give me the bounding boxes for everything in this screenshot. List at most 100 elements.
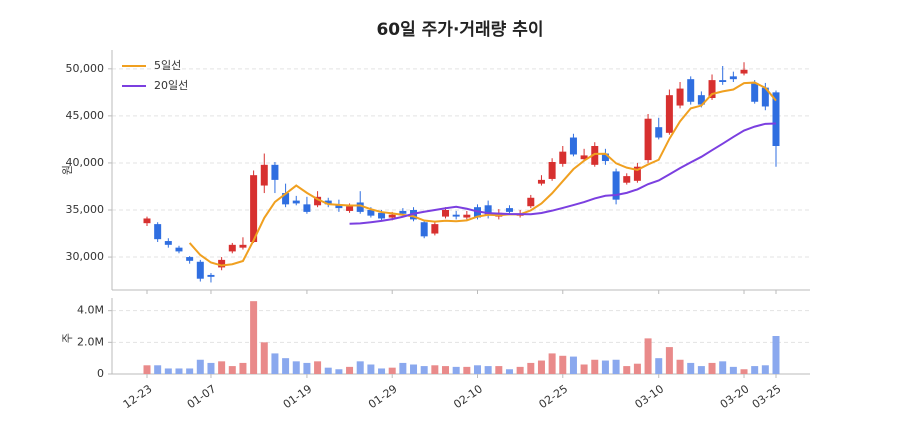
x-tick-label: 01-07 xyxy=(185,382,219,411)
volume-bar xyxy=(516,366,524,374)
volume-bar xyxy=(548,353,556,374)
volume-bar xyxy=(751,366,759,374)
candle-body xyxy=(175,247,183,252)
volume-bar xyxy=(591,359,599,374)
candle-body xyxy=(463,214,471,218)
volume-bar xyxy=(154,365,162,374)
volume-bar xyxy=(196,359,204,374)
volume-bar xyxy=(175,368,183,374)
candle-body xyxy=(537,179,545,184)
candle-body xyxy=(623,176,631,183)
candle-body xyxy=(644,118,652,161)
candle-body xyxy=(164,241,172,245)
candle-body xyxy=(420,222,428,237)
x-tick-label: 12-23 xyxy=(121,382,155,411)
volume-bar xyxy=(559,355,567,374)
candle-body xyxy=(484,205,492,215)
candle-body xyxy=(633,166,641,181)
x-tick-label: 02-10 xyxy=(451,382,485,411)
volume-bar xyxy=(218,361,226,374)
candle-body xyxy=(580,155,588,160)
volume-bar xyxy=(335,369,343,374)
legend-label: 20일선 xyxy=(154,78,188,92)
x-tick-label: 02-25 xyxy=(537,382,571,411)
volume-bar xyxy=(271,353,279,374)
volume-bar xyxy=(633,363,641,374)
volume-bar xyxy=(143,365,151,374)
volume-bar xyxy=(378,368,386,374)
candle-body xyxy=(260,164,268,186)
candle-body xyxy=(292,200,300,204)
candle-body xyxy=(218,259,226,268)
volume-bar xyxy=(740,369,748,374)
volume-bar xyxy=(495,366,503,374)
volume-bar xyxy=(623,366,631,374)
candle-body xyxy=(665,95,673,133)
volume-bar xyxy=(239,362,247,374)
candle-body xyxy=(452,214,460,217)
volume-bar xyxy=(729,366,737,374)
candle-body xyxy=(228,244,236,252)
volume-bar xyxy=(324,367,332,374)
volume-bar xyxy=(356,361,364,374)
candle-body xyxy=(154,224,162,240)
y-tick-label: 0 xyxy=(97,367,104,380)
candle-body xyxy=(388,214,396,218)
volume-bar xyxy=(410,364,418,374)
candle-body xyxy=(367,210,375,216)
volume-bar xyxy=(676,359,684,374)
volume-bar xyxy=(250,301,258,374)
candle-body xyxy=(740,69,748,74)
candle-body xyxy=(505,208,513,212)
candle-body xyxy=(282,193,290,205)
volume-bar xyxy=(580,364,588,374)
candle-body xyxy=(719,80,727,82)
x-tick-label: 03-20 xyxy=(718,382,752,411)
y-tick-label: 2.0M xyxy=(77,335,104,348)
candle-body xyxy=(729,76,737,80)
y-tick-label: 50,000 xyxy=(66,62,105,75)
x-tick-label: 01-29 xyxy=(366,382,400,411)
volume-bar xyxy=(292,361,300,374)
candle-body xyxy=(687,79,695,102)
volume-bar xyxy=(442,366,450,374)
y-tick-label: 30,000 xyxy=(66,250,105,263)
volume-bar xyxy=(569,356,577,374)
candle-body xyxy=(356,202,364,212)
volume-bar xyxy=(484,366,492,374)
y-tick-label: 4.0M xyxy=(77,304,104,317)
candle-body xyxy=(186,257,194,261)
volume-bar xyxy=(687,362,695,374)
volume-bar xyxy=(164,368,172,374)
volume-bar xyxy=(314,361,322,374)
candle-body xyxy=(207,274,215,277)
x-tick-label: 01-19 xyxy=(281,382,315,411)
volume-bar xyxy=(665,347,673,374)
candle-body xyxy=(761,87,769,107)
candle-body xyxy=(431,224,439,234)
volume-bar xyxy=(463,366,471,374)
candle-body xyxy=(527,197,535,207)
y-tick-label: 40,000 xyxy=(66,156,105,169)
volume-bar xyxy=(260,342,268,374)
volume-bar xyxy=(708,362,716,374)
candle-body xyxy=(196,261,204,279)
x-tick-label: 03-10 xyxy=(633,382,667,411)
candle-body xyxy=(751,82,759,102)
candle-body xyxy=(346,206,354,211)
candle-body xyxy=(559,151,567,164)
volume-bar xyxy=(761,365,769,374)
volume-bar xyxy=(346,366,354,374)
y-axis-label: 주 xyxy=(61,333,74,343)
y-axis-label: 원 xyxy=(61,165,74,175)
volume-bar xyxy=(537,360,545,374)
volume-bar xyxy=(399,362,407,374)
candle-body xyxy=(250,175,258,242)
volume-bar xyxy=(186,368,194,374)
volume-bar xyxy=(420,366,428,374)
volume-bar xyxy=(367,364,375,374)
ma-line xyxy=(188,81,777,267)
candle-body xyxy=(239,244,247,248)
legend-label: 5일선 xyxy=(154,58,181,72)
